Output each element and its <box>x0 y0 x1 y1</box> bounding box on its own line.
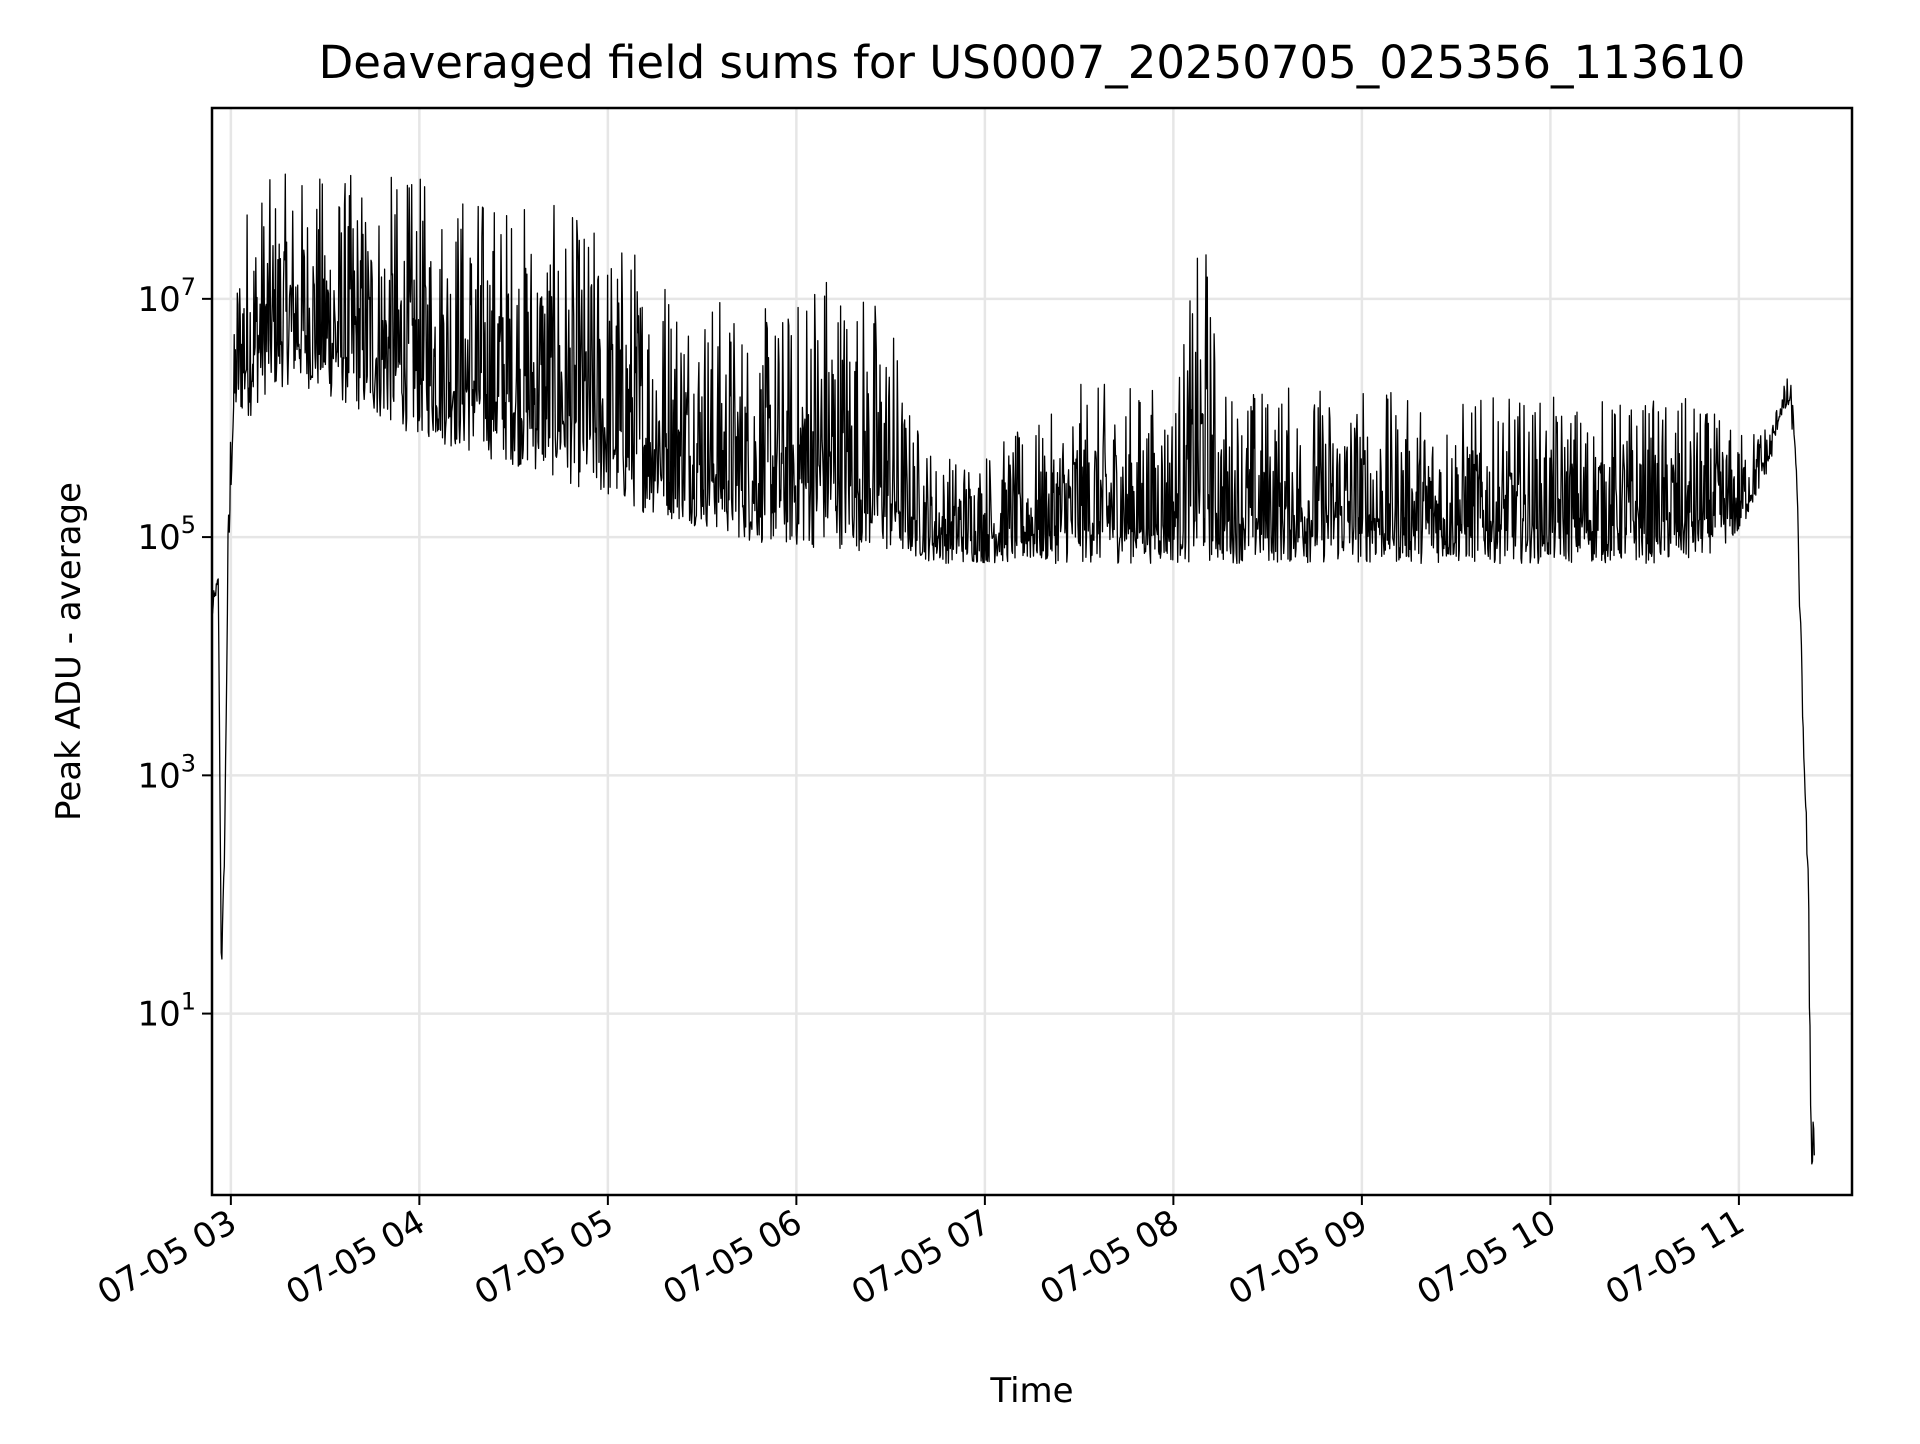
x-tick-label: 07-05 09 <box>1222 1202 1374 1313</box>
x-tick-label: 07-05 05 <box>468 1202 620 1313</box>
y-tick-base: 10 <box>137 518 180 558</box>
x-tick-label: 07-05 11 <box>1599 1202 1751 1313</box>
x-tick-label: 07-05 03 <box>91 1202 243 1313</box>
x-tick-label: 07-05 08 <box>1033 1202 1185 1313</box>
series-line <box>211 173 1815 1165</box>
chart-title: Deaveraged field sums for US0007_2025070… <box>319 36 1746 89</box>
x-tick-label: 07-05 06 <box>656 1202 808 1313</box>
y-tick-exponent: 3 <box>181 749 196 777</box>
y-tick-base: 10 <box>137 756 180 796</box>
y-tick-exponent: 7 <box>181 273 196 301</box>
y-tick-label: 105 <box>137 511 196 558</box>
x-tick-label: 07-05 07 <box>845 1202 997 1313</box>
series-layer <box>211 173 1815 1165</box>
y-tick-label: 101 <box>137 988 196 1035</box>
x-axis: 07-05 03 07-05 04 07-05 05 07-05 06 07-05 07… <box>91 1195 1751 1313</box>
y-tick-base: 10 <box>137 280 180 320</box>
y-tick-exponent: 1 <box>181 988 196 1016</box>
x-tick-label: 07-05 04 <box>279 1202 431 1313</box>
y-axis-label: Peak ADU - average <box>49 482 89 821</box>
y-tick-exponent: 5 <box>181 511 196 539</box>
y-tick-base: 10 <box>137 995 180 1035</box>
y-tick-label: 107 <box>137 273 196 320</box>
x-axis-label: Time <box>989 1371 1073 1411</box>
y-tick-label: 103 <box>137 749 196 796</box>
x-tick-label: 07-05 10 <box>1410 1202 1562 1313</box>
plot-frame <box>210 106 1854 1197</box>
